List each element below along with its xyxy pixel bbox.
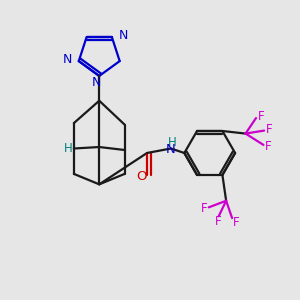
Text: N: N bbox=[118, 29, 128, 42]
Text: H: H bbox=[64, 142, 72, 155]
Text: F: F bbox=[266, 123, 272, 136]
Text: H: H bbox=[168, 136, 176, 149]
Text: N: N bbox=[92, 76, 101, 89]
Text: N: N bbox=[63, 53, 72, 66]
Text: F: F bbox=[215, 214, 222, 228]
Text: F: F bbox=[201, 202, 207, 215]
Text: F: F bbox=[265, 140, 272, 153]
Text: F: F bbox=[232, 216, 239, 230]
Text: F: F bbox=[257, 110, 264, 123]
Text: N: N bbox=[165, 143, 175, 156]
Text: O: O bbox=[136, 170, 146, 183]
